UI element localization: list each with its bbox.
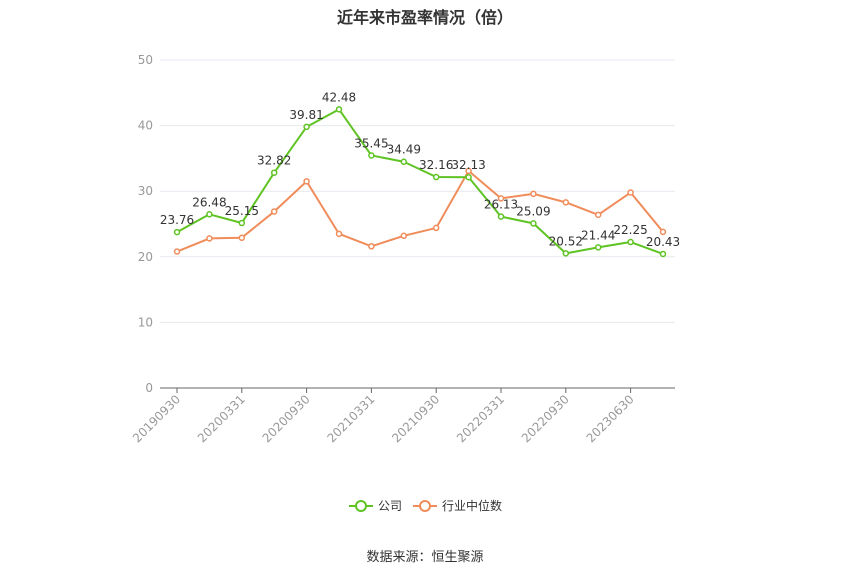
data-point [627, 189, 634, 196]
data-point [173, 228, 181, 236]
x-tick-label: 20200930 [260, 392, 313, 445]
data-point [335, 230, 343, 238]
data-label: 32.16 [419, 158, 453, 172]
x-tick-label: 20220930 [519, 392, 572, 445]
data-point [368, 243, 375, 250]
data-label: 22.25 [613, 223, 647, 237]
legend-marker [355, 500, 367, 512]
series-line-company [176, 108, 664, 255]
data-label: 26.13 [484, 198, 518, 212]
data-point [530, 220, 537, 227]
data-point [238, 234, 246, 242]
legend-item-industry-median[interactable]: 行业中位数 [413, 498, 502, 513]
data-point [465, 167, 472, 175]
data-point [562, 250, 570, 257]
data-point [627, 238, 634, 246]
y-tick-label: 0 [145, 381, 153, 395]
data-label: 35.45 [354, 136, 388, 150]
data-label: 21.44 [581, 228, 615, 242]
data-label: 32.82 [257, 154, 291, 168]
legend-item-company[interactable]: 公司 [349, 499, 402, 513]
data-point [400, 158, 408, 165]
series-line-industry-median [176, 169, 664, 253]
data-point [594, 244, 602, 251]
data-point [659, 228, 667, 236]
chart-title: 近年来市盈率情况（倍） [336, 8, 513, 27]
x-tick-label: 20220331 [454, 392, 507, 445]
legend-label: 公司 [378, 499, 402, 513]
legend-label: 行业中位数 [442, 498, 502, 513]
data-point [400, 232, 408, 240]
x-tick-label: 20210930 [389, 392, 442, 445]
data-point [497, 195, 505, 202]
chart-source: 数据来源：恒生聚源 [366, 550, 484, 565]
data-label: 23.76 [160, 213, 194, 227]
data-point [206, 235, 213, 242]
data-point [303, 123, 310, 131]
data-point [432, 224, 440, 232]
data-point [173, 248, 181, 255]
data-label: 26.48 [192, 195, 226, 209]
x-tick-label: 20210331 [324, 392, 377, 445]
data-point [432, 173, 440, 181]
data-point [530, 190, 537, 198]
y-tick-label: 10 [138, 315, 153, 329]
series-layer [173, 106, 667, 258]
y-tick-label: 20 [138, 250, 153, 264]
y-tick-label: 50 [138, 53, 153, 67]
x-tick-label: 20230630 [584, 392, 637, 445]
data-point [270, 169, 278, 176]
data-point [238, 219, 246, 227]
legend[interactable]: 公司 行业中位数 [349, 498, 502, 513]
data-label: 32.13 [451, 158, 485, 172]
data-point [368, 152, 375, 159]
data-label: 25.15 [225, 204, 259, 218]
data-label: 42.48 [322, 90, 356, 104]
y-tick-label: 40 [138, 119, 153, 133]
x-tick-label: 20190930 [130, 392, 183, 445]
data-point [497, 213, 505, 220]
data-point [562, 199, 570, 206]
grid-layer [160, 59, 675, 323]
data-label: 34.49 [387, 143, 421, 157]
data-point [335, 106, 343, 113]
data-point [270, 208, 278, 215]
data-point [303, 178, 310, 185]
y-tick-label: 30 [138, 184, 153, 198]
legend-marker [419, 500, 431, 512]
data-point [659, 250, 667, 258]
data-point [206, 211, 213, 218]
data-point [465, 173, 472, 181]
data-point [594, 211, 602, 219]
data-label: 39.81 [289, 108, 323, 122]
data-label: 20.52 [549, 234, 583, 248]
data-label: 25.09 [516, 204, 550, 218]
data-label: 20.43 [646, 235, 680, 249]
x-tick-label: 20200331 [195, 392, 248, 445]
